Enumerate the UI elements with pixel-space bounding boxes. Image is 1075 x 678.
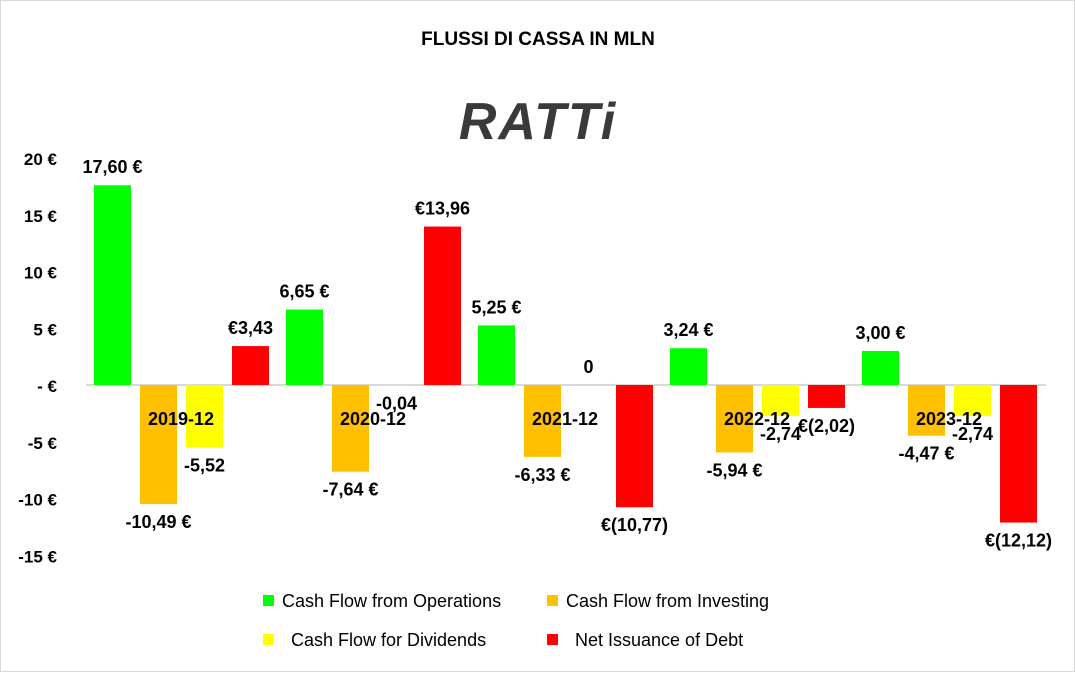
data-label: 3,24 € — [663, 320, 713, 340]
legend-swatch — [263, 634, 274, 645]
category-label: 2023-12 — [916, 409, 982, 429]
y-tick-label: 10 € — [24, 264, 58, 283]
category-label: 2021-12 — [532, 409, 598, 429]
data-label: -10,49 € — [125, 512, 191, 532]
bar-cash-flow-from-investing — [140, 385, 177, 504]
chart-title: FLUSSI DI CASSA IN MLN — [421, 29, 655, 50]
legend-label: Cash Flow from Investing — [566, 591, 769, 611]
legend-label: Cash Flow for Dividends — [291, 630, 486, 650]
data-label: -5,94 € — [706, 460, 762, 480]
y-tick-label: 5 € — [33, 320, 57, 339]
data-label: 5,25 € — [471, 297, 521, 317]
bar-net-issuance-of-debt — [424, 227, 461, 385]
data-label: -6,33 € — [514, 465, 570, 485]
legend-label: Cash Flow from Operations — [282, 591, 501, 611]
data-label: 6,65 € — [279, 282, 329, 302]
data-label: €(12,12) — [985, 531, 1052, 551]
bar-cash-flow-from-operations — [94, 185, 131, 385]
data-label: €(10,77) — [601, 515, 668, 535]
ratti-logo: RATTi — [459, 93, 617, 151]
category-label: 2022-12 — [724, 409, 790, 429]
data-label: €(2,02) — [798, 416, 855, 436]
legend-swatch — [547, 595, 558, 606]
bar-cash-flow-from-operations — [670, 348, 707, 385]
data-label: 17,60 € — [82, 157, 142, 177]
y-tick-label: -15 € — [18, 547, 57, 566]
data-label: -4,47 € — [898, 444, 954, 464]
data-label: 0 — [583, 357, 593, 377]
data-label: €3,43 — [228, 318, 273, 338]
legend-swatch — [263, 595, 274, 606]
bar-cash-flow-from-operations — [862, 351, 899, 385]
bar-cash-flow-from-operations — [478, 325, 515, 385]
data-label: €13,96 — [415, 199, 470, 219]
data-label: 3,00 € — [855, 323, 905, 343]
data-label: -7,64 € — [322, 480, 378, 500]
bar-net-issuance-of-debt — [808, 385, 845, 408]
bar-net-issuance-of-debt — [616, 385, 653, 507]
bar-net-issuance-of-debt — [1000, 385, 1037, 523]
category-label: 2019-12 — [148, 409, 214, 429]
legend-label: Net Issuance of Debt — [575, 630, 743, 650]
category-label: 2020-12 — [340, 409, 406, 429]
bar-net-issuance-of-debt — [232, 346, 269, 385]
y-tick-label: -10 € — [18, 491, 57, 510]
y-tick-label: -5 € — [28, 434, 58, 453]
bar-cash-flow-from-operations — [286, 310, 323, 385]
y-tick-label: 15 € — [24, 207, 58, 226]
legend-swatch — [547, 634, 558, 645]
y-tick-label: - € — [37, 377, 57, 396]
y-tick-label: 20 € — [24, 150, 58, 169]
data-label: -5,52 — [184, 456, 225, 476]
